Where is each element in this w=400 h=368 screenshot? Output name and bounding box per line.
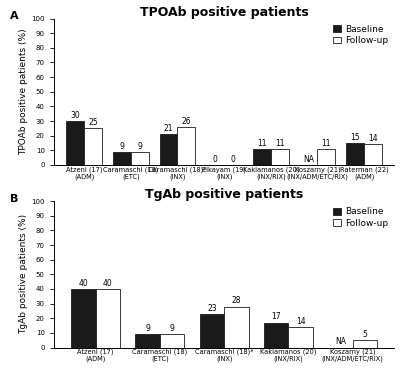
Bar: [160, 134, 178, 165]
Text: 21: 21: [164, 124, 173, 133]
Bar: [66, 121, 84, 165]
Bar: [288, 327, 313, 347]
Text: 17: 17: [271, 312, 281, 322]
Bar: [318, 149, 335, 165]
Bar: [271, 149, 288, 165]
Bar: [131, 152, 148, 165]
Text: B: B: [10, 194, 18, 204]
Text: A: A: [10, 11, 18, 21]
Bar: [96, 289, 120, 347]
Text: 30: 30: [70, 111, 80, 120]
Legend: Baseline, Follow-up: Baseline, Follow-up: [332, 23, 390, 47]
Bar: [113, 152, 131, 165]
Legend: Baseline, Follow-up: Baseline, Follow-up: [332, 206, 390, 230]
Title: TPOAb positive patients: TPOAb positive patients: [140, 6, 308, 18]
Y-axis label: TgAb positive patients (%): TgAb positive patients (%): [20, 214, 28, 335]
Text: 11: 11: [257, 139, 267, 148]
Text: NA: NA: [335, 337, 346, 346]
Text: 23: 23: [207, 304, 217, 313]
Text: 0: 0: [230, 155, 236, 164]
Bar: [178, 127, 195, 165]
Bar: [346, 143, 364, 165]
Bar: [71, 289, 96, 347]
Bar: [200, 314, 224, 347]
Text: 14: 14: [368, 134, 378, 143]
Text: 11: 11: [275, 139, 284, 148]
Text: 9: 9: [145, 324, 150, 333]
Bar: [364, 145, 382, 165]
Text: 26: 26: [182, 117, 191, 126]
Bar: [353, 340, 377, 347]
Bar: [84, 128, 102, 165]
Title: TgAb positive patients: TgAb positive patients: [145, 188, 303, 201]
Y-axis label: TPOAb positive patients (%): TPOAb positive patients (%): [20, 28, 28, 155]
Bar: [253, 149, 271, 165]
Bar: [136, 335, 160, 347]
Text: 5: 5: [362, 330, 367, 339]
Text: 0: 0: [213, 155, 218, 164]
Text: 40: 40: [103, 279, 113, 288]
Text: 40: 40: [78, 279, 88, 288]
Text: 28: 28: [232, 296, 241, 305]
Bar: [264, 323, 288, 347]
Text: 14: 14: [296, 317, 306, 326]
Text: NA: NA: [303, 155, 314, 164]
Text: 9: 9: [120, 142, 124, 151]
Text: 9: 9: [137, 142, 142, 151]
Text: 25: 25: [88, 118, 98, 127]
Bar: [160, 335, 184, 347]
Text: 11: 11: [322, 139, 331, 148]
Text: 15: 15: [350, 133, 360, 142]
Bar: [224, 307, 248, 347]
Text: 9: 9: [170, 324, 174, 333]
